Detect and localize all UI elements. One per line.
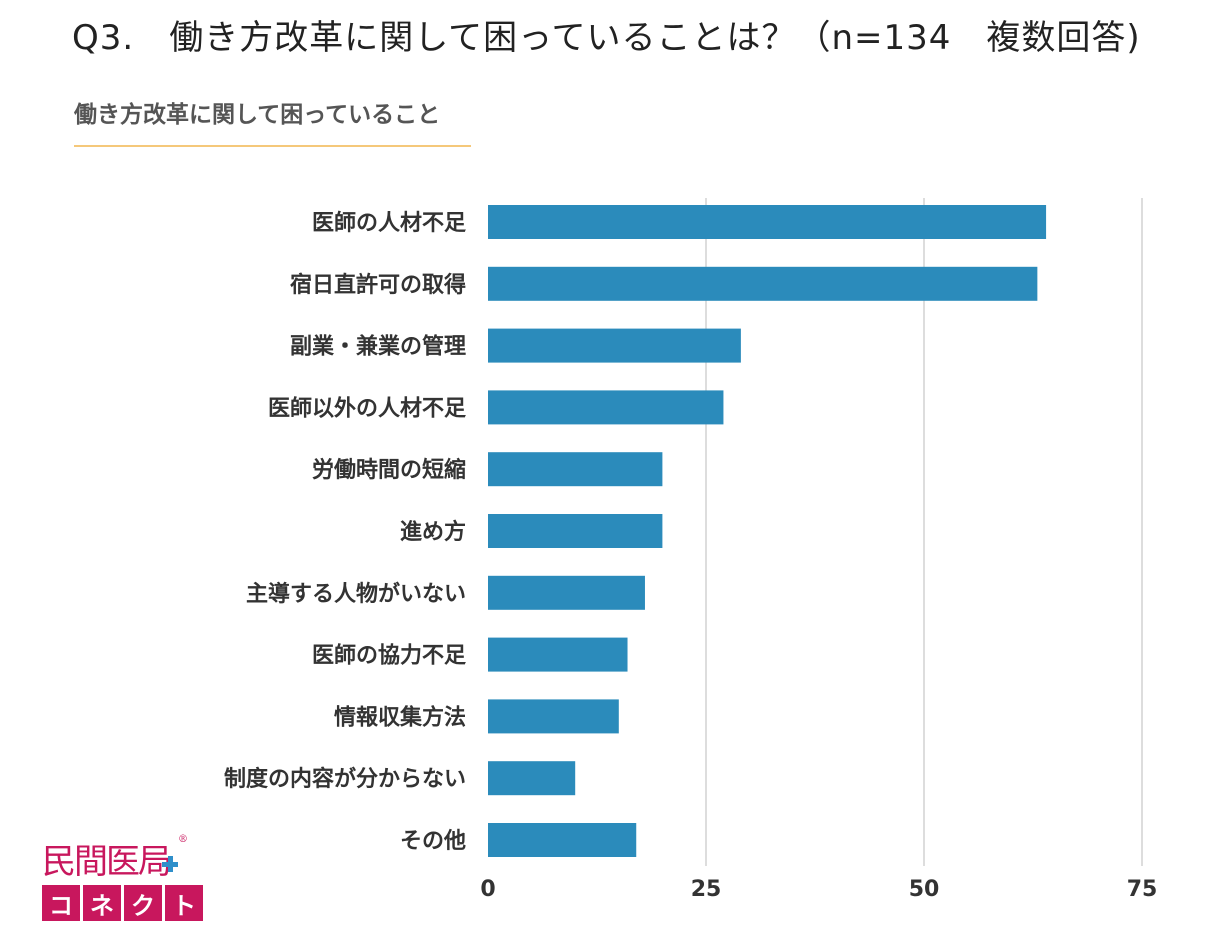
chart-title: 働き方改革に関して困っていること (74, 102, 441, 128)
bar (488, 761, 576, 796)
category-label: 情報収集方法 (334, 704, 466, 730)
bar (488, 699, 619, 734)
x-tick-label: 75 (1127, 877, 1158, 902)
category-label: 宿日直許可の取得 (290, 272, 466, 298)
logo-box: ト (165, 885, 203, 921)
bar (488, 637, 628, 672)
question-title: Q3. 働き方改革に関して困っていることは？（n=134 複数回答) (72, 18, 1141, 58)
category-label: 医師の人材不足 (312, 210, 466, 236)
category-label: 進め方 (400, 519, 466, 545)
category-label: 主導する人物がいない (246, 581, 466, 607)
bar (488, 823, 637, 857)
title-underline (74, 145, 471, 147)
brand-logo: 民間医局 ® コ ネ ク ト (42, 834, 222, 921)
bar (488, 266, 1038, 301)
bar (488, 452, 663, 487)
bar (488, 575, 645, 610)
category-label: 医師以外の人材不足 (268, 395, 466, 421)
logo-box: ク (124, 885, 162, 921)
logo-wordmark: 民間医局 (42, 842, 172, 882)
bar (488, 514, 663, 548)
category-label: 副業・兼業の管理 (290, 334, 466, 360)
logo-box: ネ (83, 885, 121, 921)
x-tick-label: 25 (691, 877, 722, 902)
bar (488, 328, 741, 363)
category-label: 医師の協力不足 (312, 643, 466, 669)
bar (488, 205, 1047, 239)
plus-icon (162, 856, 178, 872)
category-label: 制度の内容が分からない (224, 766, 466, 792)
category-label: その他 (400, 829, 466, 854)
category-label: 労働時間の短縮 (312, 457, 466, 483)
bar (488, 390, 724, 425)
logo-box: コ (42, 885, 80, 921)
registered-mark: ® (178, 834, 188, 845)
x-tick-label: 50 (909, 877, 940, 902)
x-tick-label: 0 (480, 877, 495, 902)
